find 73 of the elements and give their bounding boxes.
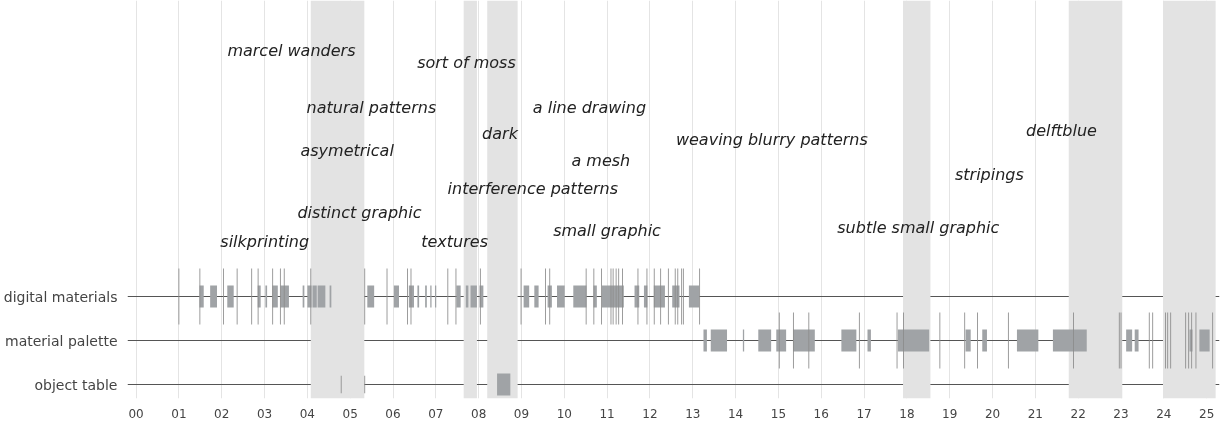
text: sort of moss <box>417 53 516 72</box>
bar <box>965 329 971 352</box>
y-tick-label: digital materials <box>3 288 118 305</box>
bar <box>408 285 414 308</box>
x-tick-label: 25 <box>1199 406 1215 421</box>
x-tick-label: 19 <box>942 406 958 421</box>
text: silkprinting <box>220 232 310 251</box>
bar <box>1199 329 1210 352</box>
text: a mesh <box>571 151 631 170</box>
x-tick-label: 23 <box>1113 406 1129 421</box>
text: dark <box>482 124 519 143</box>
bar <box>534 285 539 308</box>
y-tick-label: object table <box>34 376 118 393</box>
text: a line drawing <box>532 98 647 117</box>
x-tick-label: 24 <box>1156 406 1172 421</box>
bar <box>688 285 700 308</box>
x-tick-label: 12 <box>642 406 658 421</box>
bar <box>1052 329 1087 352</box>
text: natural patterns <box>306 98 437 117</box>
x-tick-label: 02 <box>214 406 230 421</box>
x-tick-label: 04 <box>299 406 316 421</box>
bar <box>897 329 930 352</box>
x-tick-label: 15 <box>770 406 787 421</box>
x-tick-label: 00 <box>128 406 144 421</box>
x-tick-label: 07 <box>428 406 444 421</box>
bar <box>573 285 587 308</box>
x-tick-label: 06 <box>385 406 401 421</box>
x-tick-label: 14 <box>727 406 744 421</box>
x-tick-label: 05 <box>342 406 358 421</box>
bar <box>557 285 565 308</box>
y-tick-label: material palette <box>5 332 118 349</box>
bar <box>1134 329 1139 352</box>
bar <box>227 285 234 308</box>
x-tick-label: 16 <box>813 406 829 421</box>
text: stripings <box>954 165 1024 184</box>
bar <box>456 285 461 308</box>
x-tick-label: 10 <box>556 406 572 421</box>
x-tick-label: 09 <box>513 406 530 421</box>
text: subtle small graphic <box>837 218 1000 237</box>
x-tick-label: 21 <box>1027 406 1044 421</box>
x-tick-label: 03 <box>256 406 273 421</box>
bar <box>497 373 511 396</box>
bar <box>982 329 987 352</box>
x-tick-label: 22 <box>1070 406 1086 421</box>
bar <box>776 329 787 352</box>
bar <box>1016 329 1039 352</box>
bar <box>841 329 857 352</box>
x-tick-label: 17 <box>856 406 872 421</box>
bar <box>1126 329 1133 352</box>
text: textures <box>421 232 488 251</box>
x-tick-label: 11 <box>599 406 615 421</box>
bar <box>470 285 477 308</box>
bar <box>210 285 217 308</box>
text: delftblue <box>1026 121 1098 140</box>
text: marcel wanders <box>227 41 356 60</box>
text: small graphic <box>553 221 662 240</box>
text: distinct graphic <box>297 203 422 222</box>
text: interference patterns <box>447 179 619 198</box>
x-tick-label: 18 <box>899 406 915 421</box>
x-tick-label: 01 <box>171 406 187 421</box>
x-tick-label: 20 <box>984 406 1001 421</box>
bar <box>367 285 375 308</box>
text: asymetrical <box>300 141 395 160</box>
bar <box>867 329 871 352</box>
bar <box>710 329 728 352</box>
text: weaving blurry patterns <box>675 130 868 149</box>
bar <box>792 329 815 352</box>
x-tick-label: 13 <box>685 406 701 421</box>
bar <box>393 285 399 308</box>
bar <box>523 285 530 308</box>
x-tick-label: 08 <box>471 406 487 421</box>
bar <box>758 329 772 352</box>
bar <box>703 329 707 352</box>
